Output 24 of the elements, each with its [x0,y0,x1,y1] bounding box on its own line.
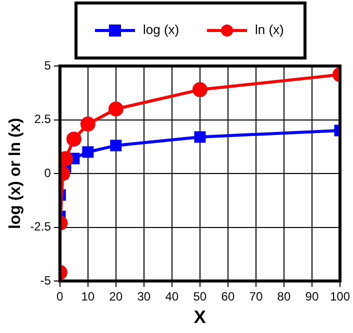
point [194,131,206,143]
x-tick-label: 70 [249,290,263,304]
point [60,151,73,166]
y-tick-label: -2.5 [30,220,52,234]
y-tick-label: -5 [40,273,52,288]
x-tick-label: 100 [330,290,350,304]
y-axis-title: log (x) or ln (x) [7,118,24,230]
x-tick-label: 30 [137,290,151,304]
x-tick-label: 80 [277,290,291,304]
x-tick-label: 40 [165,290,179,304]
legend-label: ln (x) [255,22,284,38]
x-tick-label: 60 [221,290,235,304]
point [110,140,122,152]
x-tick-label: 10 [81,290,95,304]
x-axis-title: X [194,307,206,328]
x-tick-label: 0 [56,290,64,304]
x-tick-label: 50 [193,290,207,304]
legend-label: log (x) [143,22,180,38]
y-tick-label: 2.5 [34,112,52,126]
y-tick-label: 5 [44,58,52,72]
x-tick-label: 90 [305,290,319,304]
y-tick-label: 0 [44,166,52,180]
x-tick-label: 20 [109,290,123,304]
point [82,146,94,158]
